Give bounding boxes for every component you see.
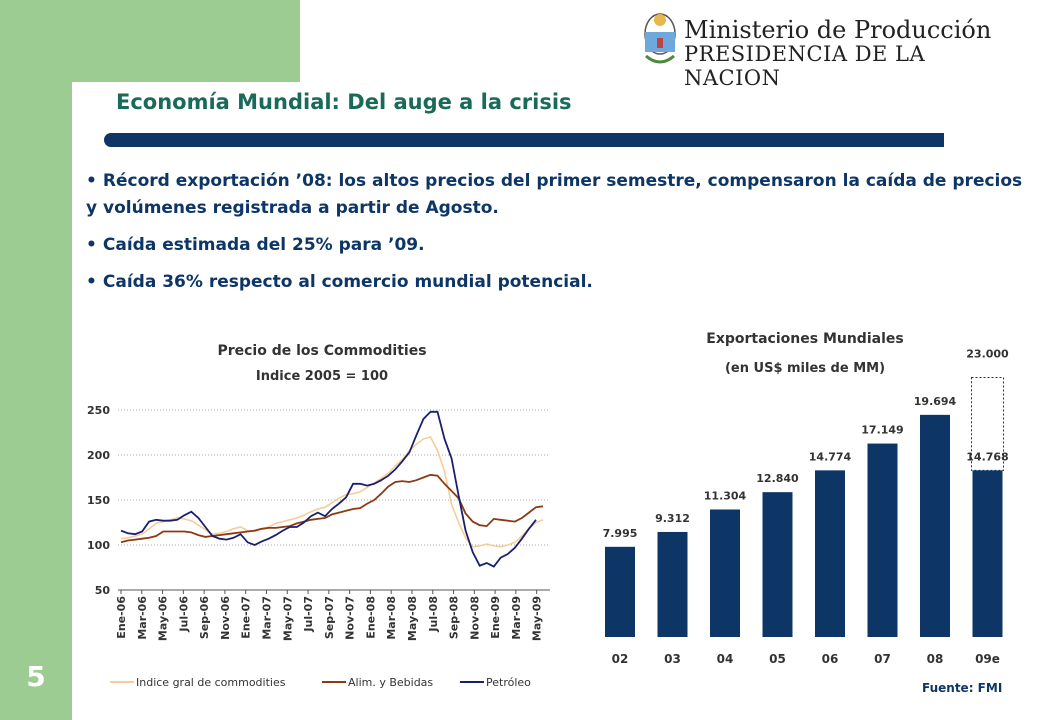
x-tick-label: Jul-08 [427, 596, 440, 633]
bar [710, 509, 740, 637]
line-chart-subtitle: Indice 2005 = 100 [256, 369, 388, 384]
line-chart-grid: 50 100 150 200 250 [87, 404, 550, 597]
potential-bar-outline [971, 377, 1004, 471]
bar-value-label: 9.312 [655, 512, 690, 525]
legend-label: Indice gral de commodities [136, 676, 286, 689]
top-green-block [72, 0, 300, 82]
bullet-item: • Caída estimada del 25% para ’09. [86, 232, 1026, 259]
x-tick-label: Ene-06 [115, 596, 128, 639]
line-chart-legend: Indice gral de commodities Alim. y Bebida… [110, 676, 531, 689]
y-tick-label: 100 [87, 539, 110, 552]
y-tick-label: 150 [87, 494, 110, 507]
x-tick-label: Nov-06 [219, 596, 232, 640]
bar-chart-title: Exportaciones Mundiales [706, 331, 903, 347]
x-tick-label: Ene-09 [489, 596, 502, 639]
x-tick-label: Ene-08 [364, 596, 377, 639]
bar [762, 492, 793, 637]
x-tick-label: May-07 [281, 596, 294, 641]
x-tick-label: May-09 [531, 596, 544, 641]
bullet-icon: • [86, 235, 97, 255]
bar-category-label: 03 [664, 652, 681, 666]
presidency-name: PRESIDENCIA DE LA NACION [684, 42, 926, 90]
bar [867, 443, 898, 637]
x-tick-label: Jul-07 [302, 596, 315, 633]
x-tick-label: Jul-06 [177, 596, 190, 633]
bullet-item: • Récord exportación ’08: los altos preci… [86, 168, 1026, 222]
x-tick-label: Sep-08 [448, 596, 461, 639]
x-tick-label: Mar-07 [260, 596, 273, 640]
bar-category-label: 09e [975, 652, 1000, 666]
legend-label: Alim. y Bebidas [348, 676, 433, 689]
ministry-logo: Ministerio de Producción PRESIDENCIA DE … [640, 10, 1020, 90]
bar [815, 470, 845, 637]
bar-category-label: 07 [874, 652, 891, 666]
source-note: Fuente: FMI [922, 681, 1003, 695]
bullet-icon: • [86, 272, 97, 292]
title-underline [104, 133, 944, 147]
left-green-bar [0, 0, 72, 720]
x-tick-label: Mar-06 [136, 596, 149, 640]
bar-value-label: 12.840 [756, 472, 799, 485]
x-tick-label: May-08 [406, 596, 419, 641]
exports-bar-chart: Exportaciones Mundiales (en US$ miles de… [591, 330, 1019, 666]
bar-value-label: 14.774 [809, 450, 852, 463]
x-tick-label: May-06 [157, 596, 170, 641]
bar-value-label: 11.304 [704, 489, 747, 502]
bullet-text: Caída estimada del 25% para ’09. [102, 235, 425, 255]
x-tick-label: Mar-09 [510, 596, 523, 640]
bar-category-label: 04 [717, 652, 734, 666]
bullet-text: Caída 36% respecto al comercio mundial p… [102, 272, 593, 292]
bullet-icon: • [86, 171, 97, 191]
potential-value-label: 23.000 [966, 348, 1009, 361]
bar [605, 546, 635, 637]
x-tick-label: Nov-08 [468, 596, 481, 640]
bar-chart-subtitle: (en US$ miles de MM) [725, 361, 885, 376]
bar-category-label: 05 [769, 652, 786, 666]
page-title: Economía Mundial: Del auge a la crisis [116, 90, 572, 114]
series-line [120, 410, 537, 568]
bullet-text: Récord exportación ’08: los altos precio… [86, 171, 1023, 218]
line-chart-series [120, 410, 544, 568]
bar-value-label: 17.149 [861, 424, 903, 437]
bar-chart-frame [591, 330, 1019, 662]
y-tick-label: 200 [87, 449, 110, 462]
series-line [120, 436, 544, 548]
y-tick-label: 250 [87, 404, 110, 417]
x-tick-label: Sep-06 [198, 596, 211, 639]
bar-chart-bars: 7.995 02 9.312 03 11.304 04 12.840 05 14.774 06 17… [603, 348, 1009, 666]
bar-category-label: 06 [822, 652, 839, 666]
x-tick-label: Mar-08 [385, 596, 398, 640]
commodities-line-chart: Precio de los Commodities Indice 2005 = … [87, 343, 550, 689]
bullet-list: • Récord exportación ’08: los altos preci… [86, 168, 1026, 306]
bar-category-label: 08 [927, 652, 944, 666]
bullet-item: • Caída 36% respecto al comercio mundial … [86, 269, 1026, 296]
coat-of-arms-icon [644, 13, 676, 64]
legend-label: Petróleo [486, 676, 531, 689]
bar-value-label: 7.995 [603, 527, 638, 540]
x-tick-label: Ene-07 [240, 596, 253, 639]
x-tick-label: Nov-07 [344, 596, 357, 640]
line-chart-x-ticks: Ene-06 Mar-06 May-06 Jul-06 Sep-06 Nov-06 Ene-… [115, 590, 544, 641]
series-line [120, 473, 544, 544]
y-tick-label: 50 [95, 584, 111, 597]
bar-value-label: 14.768 [966, 450, 1008, 463]
bar [657, 531, 688, 637]
bar-category-label: 02 [612, 652, 629, 666]
page-number: 5 [26, 660, 46, 693]
ministry-name: Ministerio de Producción [684, 16, 992, 44]
bar [972, 470, 1003, 637]
bar [920, 414, 950, 637]
bar-value-label: 19.694 [914, 395, 957, 408]
line-chart-title: Precio de los Commodities [217, 343, 426, 359]
x-tick-label: Sep-07 [323, 596, 336, 639]
